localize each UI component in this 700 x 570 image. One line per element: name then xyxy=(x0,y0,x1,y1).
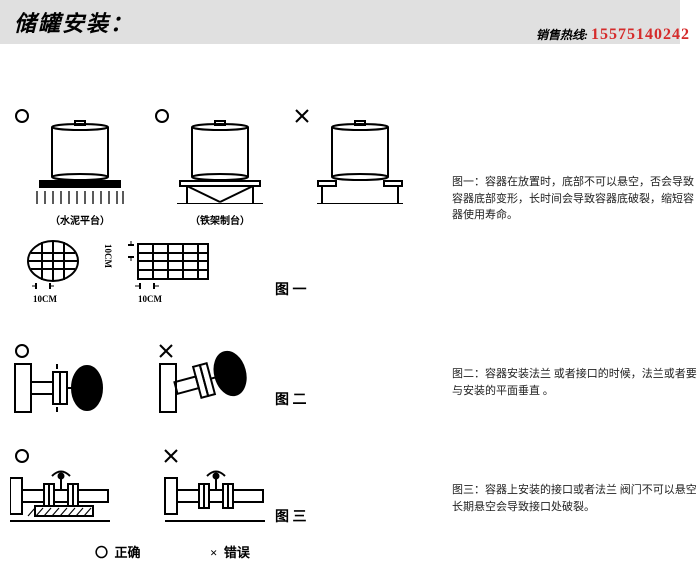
hotline-label: 销售热线: xyxy=(536,28,591,42)
hotline-number: 15575140242 xyxy=(591,26,690,43)
legend-wrong: × 错误 xyxy=(210,542,250,561)
flange-row xyxy=(10,339,270,419)
fig3-desc: 图三：容器上安装的接口或者法兰 阀门不可以悬空长期悬空会导致接口处破裂。 xyxy=(452,482,700,515)
platform-cement: （水泥平台） xyxy=(40,212,120,227)
spacing-3: 10CM xyxy=(103,244,113,268)
legend-correct: 〇 正确 xyxy=(95,542,141,561)
diagram-content: （水泥平台） （铁架制台） 10CM 10CM 10CM 图 一 图一：容器在放… xyxy=(0,44,700,564)
correct-symbol: 〇 xyxy=(95,545,108,560)
valve-row xyxy=(10,444,310,534)
wrong-text: 错误 xyxy=(224,545,250,560)
fig3-label: 图 三 xyxy=(275,506,307,526)
fig1-label: 图 一 xyxy=(275,279,307,299)
hotline: 销售热线: 15575140242 xyxy=(536,26,690,44)
fig1-desc: 图一：容器在放置时，底部不可以悬空，否会导致容器底部变形，长时间会导致容器底破裂… xyxy=(452,174,700,224)
fig2-label: 图 二 xyxy=(275,389,307,409)
correct-text: 正确 xyxy=(115,545,141,560)
spacing-1: 10CM xyxy=(33,294,57,304)
wrong-symbol: × xyxy=(210,545,217,560)
page-title: 储罐安装： xyxy=(14,6,134,38)
platform-iron: （铁架制台） xyxy=(180,212,260,227)
fig2-desc: 图二：容器安装法兰 或者接口的时候，法兰或者要与安装的平面垂直 。 xyxy=(452,366,700,399)
tank-row xyxy=(10,104,430,204)
spacing-2: 10CM xyxy=(138,294,162,304)
